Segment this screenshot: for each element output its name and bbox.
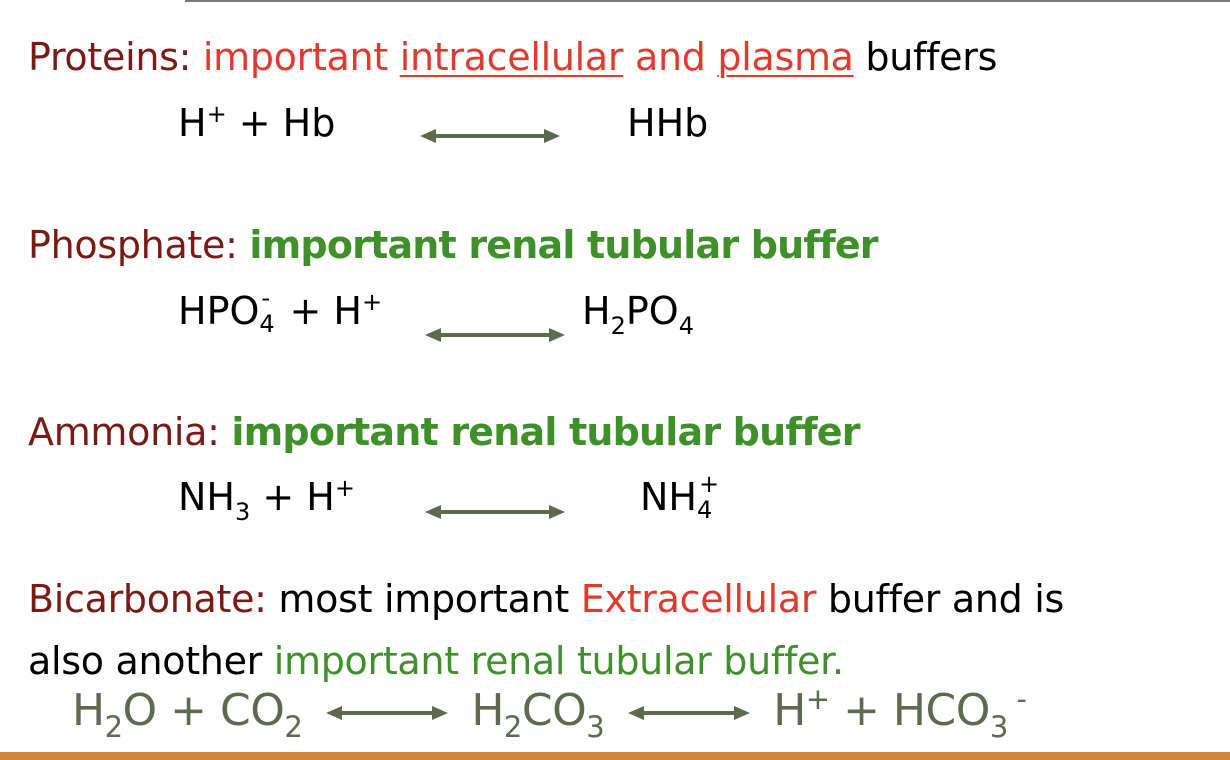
bicarbonate-line-1: Bicarbonate: most important Extracellula… bbox=[28, 580, 1064, 618]
eq-o-plus-co: O + CO bbox=[122, 685, 285, 736]
eq-co2-sub: 2 bbox=[284, 710, 303, 744]
double-arrow-icon bbox=[627, 706, 750, 720]
double-arrow-icon bbox=[420, 129, 560, 143]
bicarbonate-text-also: also another bbox=[28, 639, 274, 683]
eq-h: H bbox=[471, 685, 504, 736]
ammonia-label: Ammonia: bbox=[28, 410, 220, 454]
eq-h: H bbox=[72, 685, 105, 736]
eq-nh4-sub: 4 bbox=[697, 496, 713, 524]
ammonia-equation-right: NH +4 bbox=[640, 472, 719, 522]
eq-hpo-subsup: -4 bbox=[259, 286, 277, 336]
eq-h-sup: + bbox=[334, 474, 355, 502]
bicarbonate-equation: H2O + CO2 H2CO3 H+ + HCO3 - bbox=[72, 685, 1027, 742]
eq-nh4-sup: + bbox=[699, 470, 720, 498]
double-arrow-icon bbox=[325, 706, 448, 720]
eq-h-sup: + bbox=[361, 288, 383, 316]
eq-nh4-subsup: +4 bbox=[697, 472, 719, 522]
ammonia-desc: important renal tubular buffer bbox=[231, 410, 860, 454]
ammonia-equation-left: NH3 + H+ bbox=[178, 475, 355, 524]
eq-h2-sub: 2 bbox=[610, 312, 626, 340]
eq-hco3-sub: 3 bbox=[989, 710, 1008, 744]
eq-nh4: NH bbox=[640, 475, 697, 519]
proteins-desc-plasma: plasma bbox=[717, 35, 854, 79]
eq-plus-h: + H bbox=[250, 475, 335, 519]
eq-h2: H bbox=[582, 289, 611, 333]
eq-h: H bbox=[773, 685, 806, 736]
footer-bar bbox=[0, 752, 1230, 760]
phosphate-heading: Phosphate: important renal tubular buffe… bbox=[28, 223, 879, 267]
proteins-label: Proteins: bbox=[28, 35, 192, 79]
bicarbonate-extracellular: Extracellular bbox=[580, 577, 817, 621]
eq-plus-h: + H bbox=[277, 289, 362, 333]
eq-po: PO bbox=[625, 289, 679, 333]
proteins-desc-and: and bbox=[635, 35, 706, 79]
eq-co: CO bbox=[521, 685, 587, 736]
phosphate-equation-left: HPO -4 + H+ bbox=[178, 286, 382, 336]
proteins-desc-intracellular: intracellular bbox=[399, 35, 624, 79]
eq-hpo: HPO bbox=[178, 289, 260, 333]
proteins-desc-important: important bbox=[202, 35, 388, 79]
eq-h-plus-sup: + bbox=[805, 682, 830, 716]
bicarbonate-text-a: most important bbox=[266, 577, 581, 621]
proteins-desc-buffers: buffers bbox=[865, 35, 998, 79]
proteins-equation-right: HHb bbox=[627, 101, 709, 145]
bicarbonate-label: Bicarbonate: bbox=[28, 577, 267, 621]
eq-nh: NH bbox=[178, 475, 235, 519]
ammonia-heading: Ammonia: important renal tubular buffer bbox=[28, 410, 861, 454]
eq-h: H bbox=[178, 101, 207, 145]
phosphate-desc: important renal tubular buffer bbox=[249, 223, 878, 267]
top-divider bbox=[185, 0, 1230, 2]
bicarbonate-renal: important renal tubular buffer. bbox=[273, 639, 844, 683]
eq-h2co3-sub: 2 bbox=[503, 710, 522, 744]
bicarbonate-line-2: also another important renal tubular buf… bbox=[28, 642, 844, 680]
eq-hpo-sub: 4 bbox=[259, 310, 275, 338]
eq-plus-hco: + HCO bbox=[829, 685, 990, 736]
phosphate-label: Phosphate: bbox=[28, 223, 238, 267]
eq-nh3-sub: 3 bbox=[235, 498, 251, 526]
eq-h-plus-sup: + bbox=[206, 100, 227, 128]
proteins-equation-left: H+ + Hb bbox=[178, 101, 336, 145]
eq-co3-sub: 3 bbox=[586, 710, 605, 744]
eq-h2o-sub: 2 bbox=[104, 710, 123, 744]
proteins-heading: Proteins: important intracellular and pl… bbox=[28, 38, 997, 76]
eq-plus-hb: + Hb bbox=[226, 101, 336, 145]
eq-hco3-minus-sup: - bbox=[1007, 682, 1027, 716]
double-arrow-icon bbox=[425, 505, 565, 519]
double-arrow-icon bbox=[425, 328, 565, 342]
eq-hpo-sup: - bbox=[261, 284, 271, 312]
eq-po-sub: 4 bbox=[678, 312, 694, 340]
phosphate-equation-right: H2PO4 bbox=[582, 289, 694, 338]
bicarbonate-text-c: buffer and is bbox=[816, 577, 1065, 621]
